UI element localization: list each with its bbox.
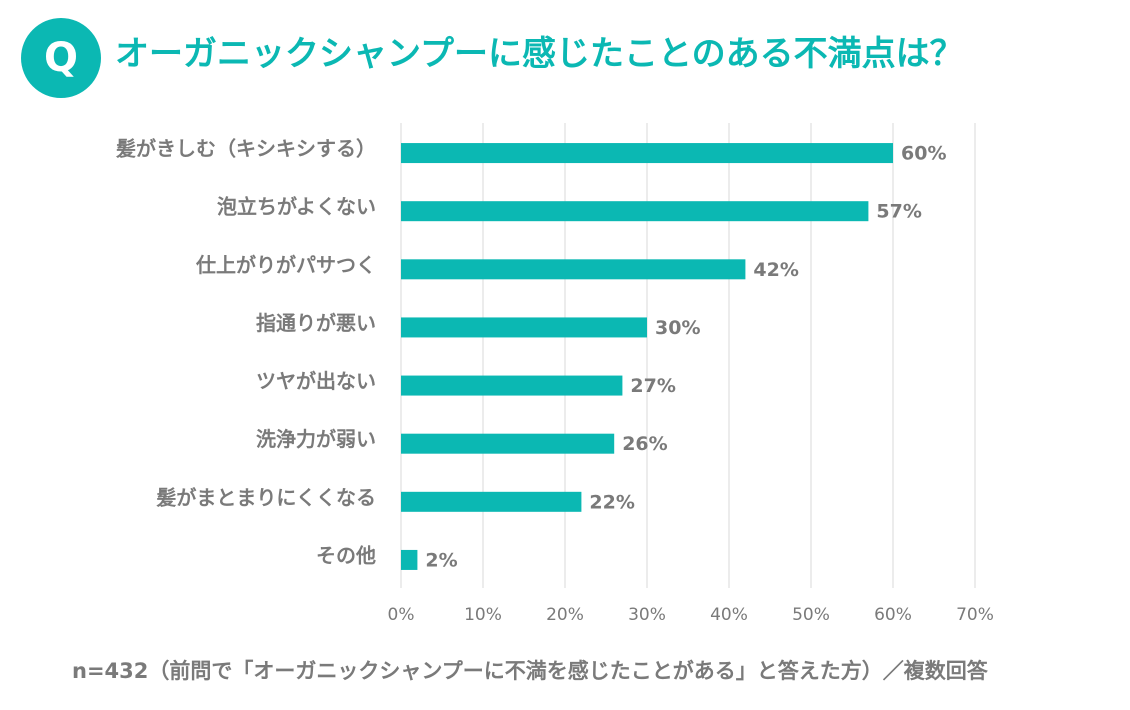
bar [401,433,615,454]
bar [401,375,623,396]
value-label: 27% [630,375,675,397]
bar [401,549,418,570]
bar [401,143,893,164]
x-tick-label: 0% [388,605,415,625]
x-tick-label: 10% [464,605,502,625]
category-label: その他 [316,543,376,567]
bar-chart: 0% 10% 20% 30% 40% 50% 60% 70% 髪がきしむ（キシキシする） 60% 泡… [115,123,994,625]
value-label: 57% [876,201,921,223]
bar [401,317,647,338]
value-label: 2% [425,549,457,571]
x-tick-label: 40% [710,605,748,625]
category-label: 指通りが悪い [256,311,376,335]
value-label: 42% [753,259,798,281]
x-tick-label: 30% [628,605,666,625]
category-label: 仕上がりがパサつく [195,253,376,277]
x-tick-label: 60% [874,605,912,625]
value-label: 22% [589,491,634,513]
bar [401,259,746,280]
chart-title: オーガニックシャンプーに感じたことのある不満点は？ [115,34,964,74]
x-tick-label: 20% [546,605,584,625]
bar [401,201,869,222]
category-label: 髪がまとまりにくくなる [155,485,376,509]
value-label: 30% [655,317,700,339]
bar [401,491,582,512]
category-label: 泡立ちがよくない [217,195,376,219]
x-tick-label: 50% [792,605,830,625]
category-label: ツヤが出ない [256,369,376,393]
x-tick-label: 70% [956,605,994,625]
category-label: 髪がきしむ（キシキシする） [115,137,376,161]
category-label: 洗浄力が弱い [256,427,376,451]
question-badge: Q [21,18,101,98]
value-label: 60% [901,143,946,165]
footnote: n=432（前問で「オーガニックシャンプーに不満を感じたことがある」と答えた方）… [72,659,988,683]
value-label: 26% [622,433,667,455]
